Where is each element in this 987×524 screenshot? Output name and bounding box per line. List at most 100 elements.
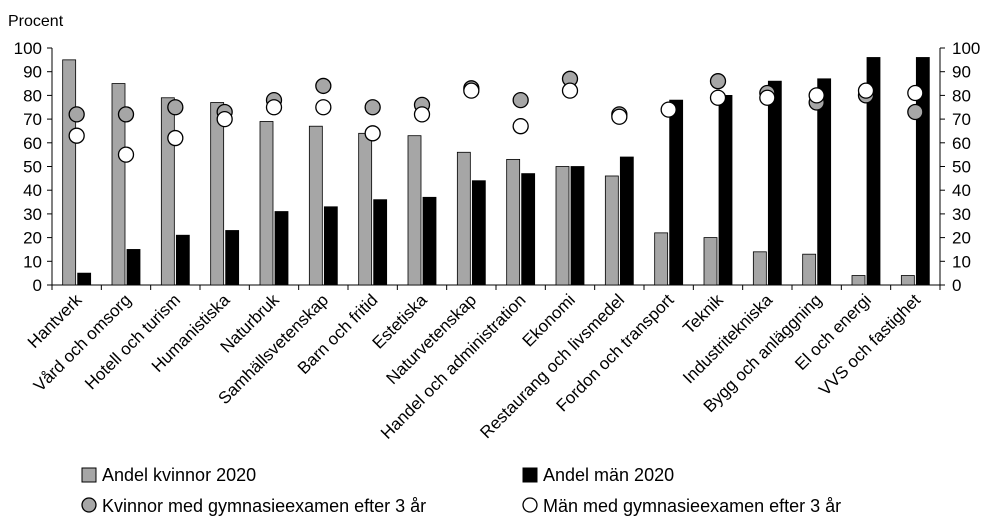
marker-man-examen — [907, 84, 924, 102]
marker-kvinnor-examen — [117, 106, 135, 123]
y-tick-label-left: 0 — [33, 276, 42, 295]
bar-kvinnor — [752, 251, 767, 286]
y-tick-label-right: 10 — [952, 252, 971, 271]
bar-man — [175, 234, 190, 286]
legend-man-2020-swatch — [522, 467, 538, 483]
y-tick-label-left: 80 — [23, 86, 42, 105]
marker-kvinnor-examen — [315, 77, 332, 95]
bar-kvinnor — [358, 132, 373, 286]
legend-kvinnor-2020-label: Andel kvinnor 2020 — [102, 465, 256, 485]
marker-man-examen — [413, 106, 431, 123]
bar-kvinnor — [259, 121, 274, 286]
bar-kvinnor — [802, 253, 817, 286]
bar-kvinnor — [111, 83, 126, 286]
markers — [68, 70, 924, 163]
bar-kvinnor — [506, 158, 521, 286]
y-tick-label-left: 100 — [14, 39, 42, 58]
y-tick-label-right: 70 — [952, 110, 971, 129]
bar-kvinnor — [851, 275, 866, 286]
y-tick-label-right: 0 — [952, 276, 961, 295]
marker-man-examen — [660, 101, 677, 118]
y-tick-label-left: 60 — [23, 134, 42, 153]
marker-kvinnor-examen — [167, 99, 184, 116]
y-tick-label-right: 60 — [952, 134, 971, 153]
bar-man — [669, 99, 684, 286]
bar-kvinnor — [703, 237, 718, 286]
bar-man — [817, 78, 832, 286]
bar-kvinnor — [210, 102, 225, 286]
legend: Andel kvinnor 2020 Andel män 2020 Kvinnor … — [81, 465, 841, 516]
marker-man-examen — [364, 125, 381, 142]
bar-man — [619, 156, 634, 286]
marker-man-examen — [611, 108, 628, 125]
x-tick-label: Industritekniska — [679, 290, 776, 387]
marker-man-examen — [512, 118, 529, 135]
marker-man-examen — [167, 129, 184, 147]
bar-kvinnor — [456, 151, 471, 286]
y-tick-label-right: 30 — [952, 205, 971, 224]
marker-man-examen — [117, 146, 135, 163]
marker-man-examen — [857, 82, 875, 99]
bar-man — [471, 180, 486, 286]
y-tick-label-left: 90 — [23, 63, 42, 82]
y-tick-label-left: 40 — [23, 181, 42, 200]
legend-man-examen-swatch — [522, 497, 538, 513]
marker-man-examen — [709, 89, 727, 106]
bar-man — [126, 249, 141, 286]
y-tick-label-left: 20 — [23, 229, 42, 248]
y-tick-label-right: 50 — [952, 158, 971, 177]
bar-kvinnor — [654, 232, 669, 286]
marker-man-examen — [315, 99, 332, 116]
x-tick-label: Naturvetenskap — [383, 290, 481, 388]
marker-kvinnor-examen — [68, 106, 85, 123]
bar-man — [77, 272, 92, 286]
marker-kvinnor-examen — [364, 99, 381, 116]
bar-kvinnor — [604, 175, 619, 286]
bar-kvinnor — [900, 275, 915, 286]
bar-man — [866, 57, 881, 286]
bar-man — [323, 206, 338, 286]
y-axis-label: Procent — [8, 13, 64, 30]
marker-man-examen — [68, 127, 85, 144]
bar-man — [570, 166, 585, 286]
y-tick-label-right: 90 — [952, 63, 971, 82]
y-tick-label-right: 20 — [952, 229, 971, 248]
marker-man-examen — [808, 87, 825, 104]
legend-kvinnor-2020-swatch — [81, 467, 97, 483]
y-tick-label-left: 70 — [23, 110, 42, 129]
axes: 0 0 10 10 20 20 30 30 40 40 50 50 60 60 70 70 80 80 90 90 10… — [14, 39, 981, 295]
bars — [62, 57, 930, 286]
bar-man — [521, 173, 536, 286]
legend-man-examen-label: Män med gymnasieexamen efter 3 år — [543, 496, 841, 516]
y-tick-label-left: 10 — [23, 252, 42, 271]
marker-man-examen — [265, 99, 283, 116]
bar-man — [373, 199, 388, 286]
legend-kvinnor-examen-swatch — [81, 497, 97, 513]
y-tick-label-right: 100 — [952, 39, 980, 58]
x-tick-label: Teknik — [679, 290, 727, 338]
bar-kvinnor — [160, 97, 175, 286]
bar-kvinnor — [407, 135, 422, 286]
legend-man-2020-label: Andel män 2020 — [543, 465, 674, 485]
y-tick-label-right: 80 — [952, 86, 971, 105]
marker-man-examen — [561, 82, 579, 99]
marker-kvinnor-examen — [907, 103, 924, 121]
marker-man-examen — [216, 110, 233, 128]
marker-kvinnor-examen — [709, 73, 727, 90]
y-tick-label-left: 50 — [23, 158, 42, 177]
marker-man-examen — [463, 82, 480, 99]
bar-man — [767, 80, 782, 286]
bar-man — [718, 95, 733, 286]
bar-man — [225, 230, 240, 286]
bar-man — [422, 196, 437, 286]
bar-man — [274, 211, 289, 286]
y-tick-label-left: 30 — [23, 205, 42, 224]
bar-kvinnor — [62, 59, 77, 286]
y-tick-label-right: 40 — [952, 181, 971, 200]
marker-kvinnor-examen — [512, 91, 529, 109]
bar-kvinnor — [555, 166, 570, 286]
bar-kvinnor — [308, 125, 323, 286]
legend-kvinnor-examen-label: Kvinnor med gymnasieexamen efter 3 år — [102, 496, 426, 516]
